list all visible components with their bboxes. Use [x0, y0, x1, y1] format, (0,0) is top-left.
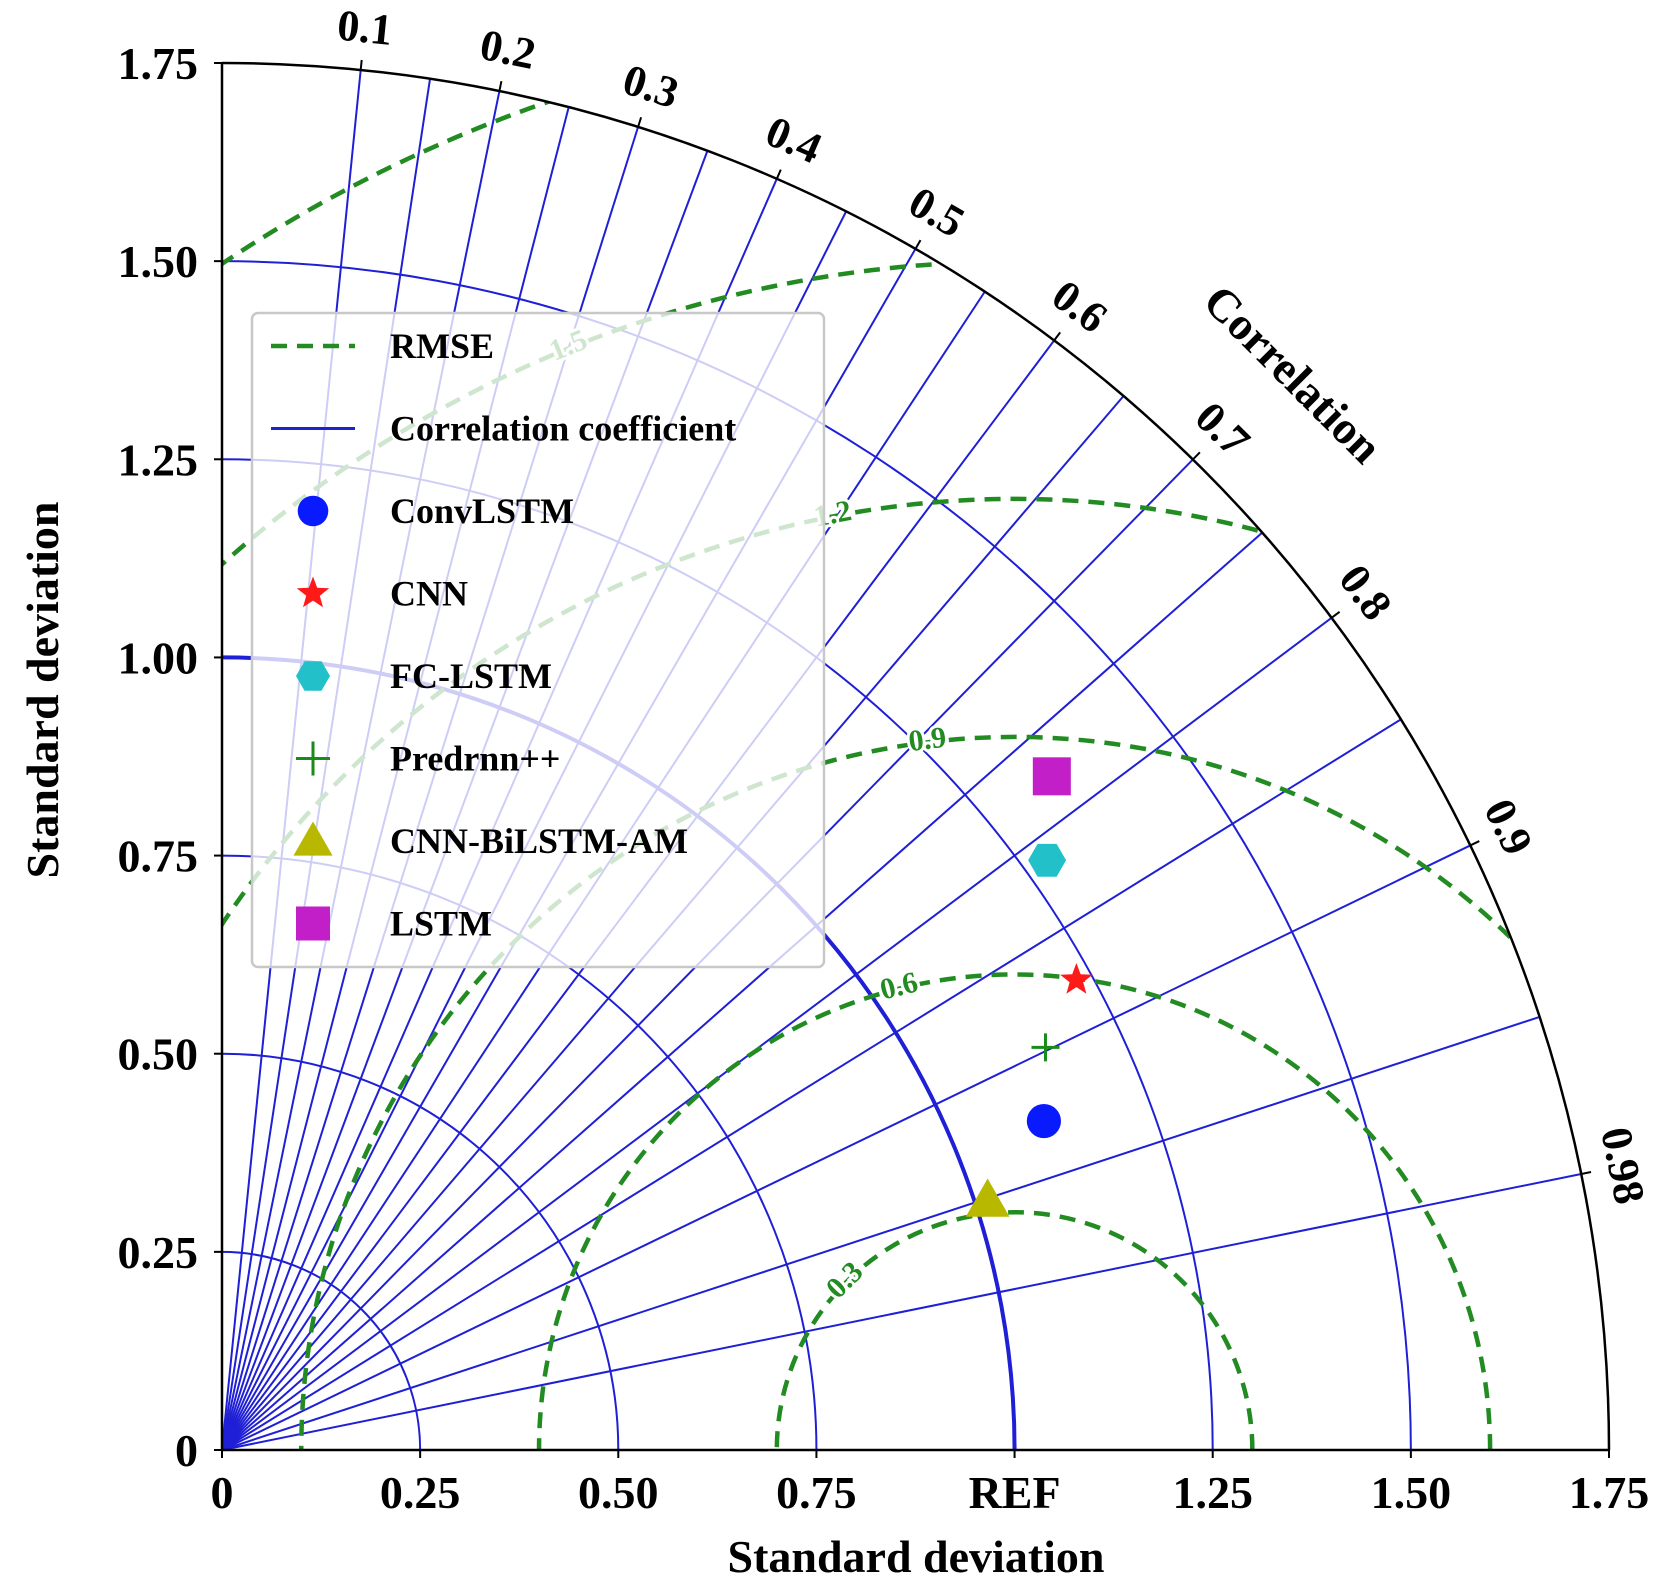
legend-entry: CNN: [296, 574, 468, 614]
correlation-tick-mark: [1469, 840, 1480, 847]
legend-box: [250, 311, 826, 969]
y-axis-label: Standard deviation: [17, 501, 68, 878]
rmse-contour-label: 0.3: [820, 1255, 870, 1305]
correlation-minor-line: [221, 718, 1402, 1451]
y-tick-label: 0.75: [118, 831, 199, 882]
x-tick-label: 0.25: [380, 1467, 461, 1518]
data-point-fc-lstm: [1028, 843, 1067, 877]
y-tick-label: 1.25: [118, 434, 199, 485]
correlation-tick-label: 0.5: [901, 177, 973, 247]
legend-label: CNN: [390, 574, 468, 614]
legend-marker-plus: [296, 741, 330, 776]
data-point-predrnn-: [1031, 1033, 1060, 1062]
x-tick-label: 0.75: [776, 1467, 857, 1518]
x-tick-label: 1.25: [1172, 1467, 1253, 1518]
correlation-line: [221, 1173, 1582, 1451]
correlation-tick-mark: [1053, 331, 1061, 341]
axes-layer: [220, 61, 1611, 1452]
correlation-tick-label: 0.4: [759, 106, 829, 173]
x-axis-label: Standard deviation: [727, 1531, 1104, 1582]
x-tick-label: 0.50: [578, 1467, 659, 1518]
correlation-minor-line: [221, 531, 1263, 1451]
legend-entry: CNN-BiLSTM-AM: [293, 821, 688, 861]
correlation-minor-line: [221, 1015, 1540, 1451]
legend-label: ConvLSTM: [390, 491, 574, 531]
correlation-tick-label: 0.6: [1043, 270, 1116, 342]
x-tick-label: REF: [969, 1467, 1061, 1518]
legend-label: Predrnn++: [390, 739, 560, 779]
rmse-contour-label: 0.9: [907, 721, 948, 758]
legend-marker-triangle: [293, 821, 333, 856]
data-point-lstm: [1032, 757, 1071, 796]
correlation-tick-label: 0.8: [1329, 556, 1401, 629]
legend-label: Correlation coefficient: [390, 409, 736, 449]
correlation-tick-mark: [498, 81, 503, 92]
rmse-contour: [774, 1210, 1255, 1450]
std-arc: [221, 260, 1412, 1451]
legend-label: RMSE: [390, 326, 494, 366]
legend: RMSE Correlation coefficient ConvLSTM CNN FC…: [250, 311, 826, 969]
y-tick-label: 1.75: [118, 38, 199, 89]
data-points-layer: [965, 757, 1093, 1217]
x-tick-label: 1.75: [1569, 1467, 1650, 1518]
rmse-contour-label: 0.6: [877, 966, 921, 1007]
correlation-tick-label: 0.9: [1474, 792, 1542, 863]
correlation-tick-label: 0.3: [617, 55, 684, 118]
legend-marker-star: [296, 576, 330, 608]
data-point-convlstm: [1026, 1103, 1061, 1139]
std-arc: [221, 1250, 422, 1451]
legend-marker-hexagon: [296, 661, 330, 691]
y-tick-label: 0.25: [118, 1227, 199, 1278]
x-tick-label: 0: [211, 1467, 234, 1518]
y-tick-label: 0: [175, 1425, 198, 1476]
legend-entry: RMSE: [271, 326, 494, 366]
y-tick-label: 0.50: [118, 1029, 199, 1080]
legend-marker-square: [296, 906, 330, 941]
correlation-tick-mark: [1581, 1171, 1592, 1175]
rmse-contour: [299, 734, 1609, 1450]
rmse-contour: [222, 496, 1609, 1450]
correlation-tick-mark: [637, 117, 643, 128]
correlation-tick-label: 0.2: [476, 20, 540, 79]
data-point-cnn: [1060, 963, 1093, 994]
legend-label: CNN-BiLSTM-AM: [390, 821, 688, 861]
legend-entry: Correlation coefficient: [271, 409, 736, 449]
legend-label: FC-LSTM: [390, 656, 552, 696]
x-tick-label: 1.50: [1371, 1467, 1452, 1518]
correlation-tick-mark: [914, 239, 922, 250]
correlation-line: [221, 616, 1333, 1451]
outer-arc: [221, 61, 1611, 1451]
legend-marker-circle: [297, 495, 329, 527]
std-arc: [221, 1052, 620, 1451]
legend-entry: FC-LSTM: [296, 656, 552, 696]
correlation-tick-mark: [1330, 610, 1341, 619]
correlation-line: [221, 844, 1471, 1451]
data-point-cnn-bilstm-am: [965, 1178, 1010, 1217]
legend-label: LSTM: [390, 904, 492, 944]
y-tick-label: 1.00: [118, 632, 199, 683]
correlation-tick-label: 0.98: [1591, 1123, 1654, 1208]
y-tick-label: 1.50: [118, 236, 199, 287]
correlation-tick-mark: [359, 59, 363, 71]
legend-entry: LSTM: [296, 904, 492, 944]
correlation-tick-mark: [775, 169, 782, 180]
legend-entry: Predrnn++: [296, 739, 560, 779]
legend-entry: ConvLSTM: [297, 491, 574, 531]
correlation-tick-label: 0.1: [335, 1, 395, 55]
correlation-tick-mark: [1192, 451, 1201, 461]
